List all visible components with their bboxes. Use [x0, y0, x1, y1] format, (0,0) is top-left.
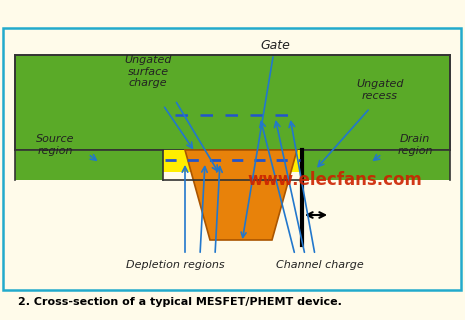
- Text: Gate: Gate: [241, 38, 290, 237]
- FancyBboxPatch shape: [15, 150, 163, 180]
- Text: Channel charge: Channel charge: [276, 260, 364, 270]
- Text: Ungated
recess: Ungated recess: [356, 79, 404, 101]
- Polygon shape: [185, 150, 297, 240]
- Text: 2. Cross-section of a typical MESFET/PHEMT device.: 2. Cross-section of a typical MESFET/PHE…: [18, 297, 342, 307]
- FancyBboxPatch shape: [302, 150, 450, 180]
- Text: Drain
region: Drain region: [397, 134, 433, 156]
- FancyBboxPatch shape: [3, 28, 461, 290]
- Text: Source
region: Source region: [36, 134, 74, 156]
- Text: Ungated
surface
charge: Ungated surface charge: [124, 55, 172, 88]
- FancyBboxPatch shape: [15, 55, 450, 150]
- Text: www.elecfans.com: www.elecfans.com: [247, 171, 422, 189]
- Text: Depletion regions: Depletion regions: [126, 260, 224, 270]
- FancyBboxPatch shape: [163, 150, 302, 172]
